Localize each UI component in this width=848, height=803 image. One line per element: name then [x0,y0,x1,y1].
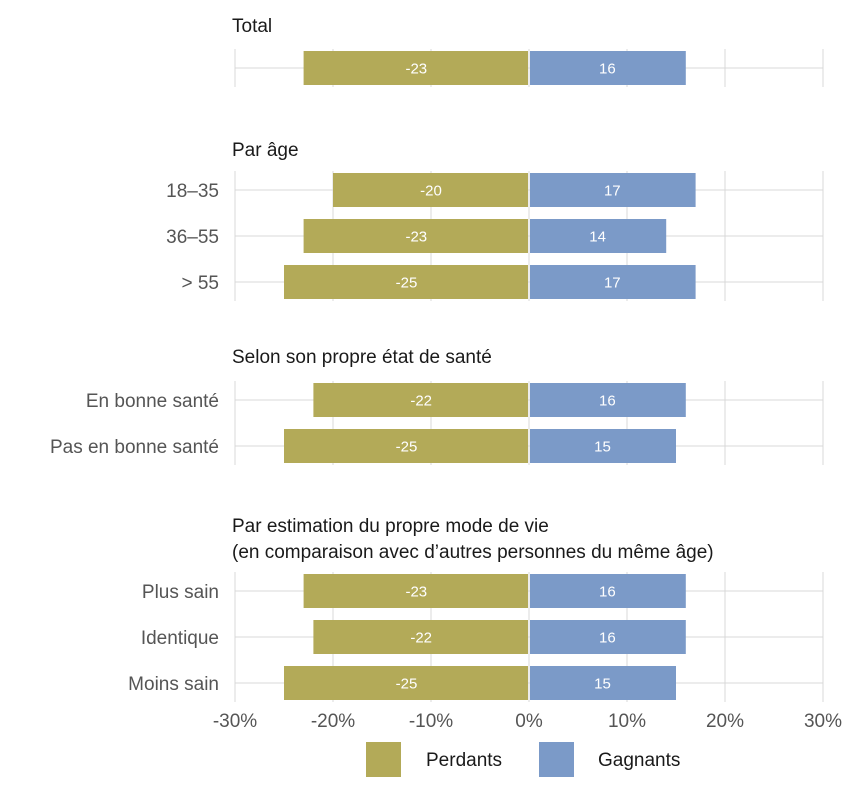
data-label-perdants: -22 [410,630,432,647]
data-label-gagnants: 15 [594,676,611,693]
bar-perdants [303,51,528,85]
bar-gagnants [530,219,667,253]
data-label-perdants: -23 [405,584,427,601]
x-tick-label: 30% [804,711,842,732]
panel-title: Selon son propre état de santé [232,347,492,368]
panel-title: (en comparaison avec d’autres personnes … [232,542,714,563]
data-label-perdants: -25 [396,275,418,292]
data-label-perdants: -25 [396,439,418,456]
data-label-gagnants: 15 [594,439,611,456]
category-label: Pas en bonne santé [50,437,219,458]
legend-swatch-perdants [366,742,401,777]
data-label-gagnants: 16 [599,584,616,601]
category-label: 18–35 [166,181,219,202]
category-label: Moins sain [128,674,219,695]
data-label-gagnants: 16 [599,61,616,78]
data-label-perdants: -22 [410,393,432,410]
bar-gagnants [530,265,696,299]
bar-perdants [313,383,528,417]
x-tick-label: 10% [608,711,646,732]
data-label-perdants: -25 [396,676,418,693]
category-label: > 55 [181,273,219,294]
data-label-perdants: -23 [405,61,427,78]
bar-gagnants [530,574,686,608]
x-tick-label: -10% [409,711,453,732]
bar-perdants [284,265,528,299]
data-label-gagnants: 14 [589,229,606,246]
panel-title: Par âge [232,140,299,161]
bar-perdants [333,173,528,207]
bar-gagnants [530,429,676,463]
bar-perdants [303,574,528,608]
bar-gagnants [530,173,696,207]
panel-0: Total -23 16 [232,16,824,87]
panel-2: Selon son propre état de santé -22 16 En bo… [50,347,824,465]
data-label-gagnants: 17 [604,275,621,292]
bar-gagnants [530,666,676,700]
bar-perdants [284,666,528,700]
bar-gagnants [530,620,686,654]
category-label: En bonne santé [86,391,219,412]
panel-title: Par estimation du propre mode de vie [232,516,549,537]
category-label: Plus sain [142,582,219,603]
panel-3: Par estimation du propre mode de vie (en … [128,516,824,702]
x-tick-label: -20% [311,711,355,732]
data-label-gagnants: 16 [599,630,616,647]
data-label-perdants: -23 [405,229,427,246]
x-tick-label: 20% [706,711,744,732]
data-label-gagnants: 16 [599,393,616,410]
category-label: Identique [141,628,219,649]
bar-perdants [313,620,528,654]
legend: Perdants Gagnants [366,742,680,777]
legend-label-gagnants: Gagnants [598,750,680,771]
legend-label-perdants: Perdants [426,750,502,771]
bar-perdants [284,429,528,463]
panel-1: Par âge -20 17 18–35 -23 14 36–55 -25 17 > 55 [166,140,824,301]
data-label-perdants: -20 [420,183,442,200]
legend-swatch-gagnants [539,742,574,777]
panel-title: Total [232,16,272,37]
category-label: 36–55 [166,227,219,248]
x-tick-label: 0% [515,711,543,732]
x-tick-label: -30% [213,711,257,732]
bar-gagnants [530,383,686,417]
bar-gagnants [530,51,686,85]
data-label-gagnants: 17 [604,183,621,200]
bar-perdants [303,219,528,253]
